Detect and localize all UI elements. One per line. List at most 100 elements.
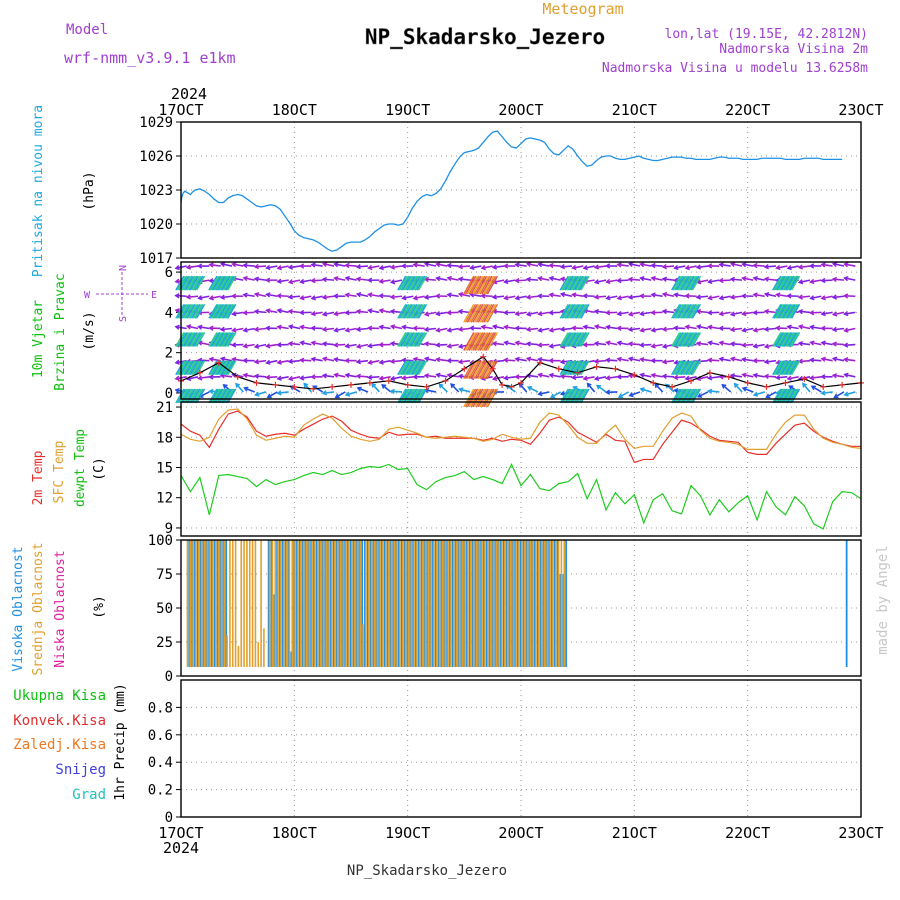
- cloud-mid-bar: [362, 624, 364, 667]
- wind-arrow-head: [616, 325, 622, 331]
- wind-arrow-head: [344, 262, 350, 269]
- wind-arrow-head: [627, 356, 634, 362]
- wind-arrow-head: [628, 392, 634, 398]
- wind-arrow-head: [707, 295, 713, 301]
- wind-arrow-head: [765, 393, 771, 399]
- wind-arrow: [719, 311, 731, 315]
- cloud-unit: (%): [92, 595, 107, 618]
- wind-burst-arrow: [406, 388, 416, 404]
- wind-arrow-head: [401, 375, 407, 381]
- cloud-mid-bar: [418, 540, 421, 667]
- wind-arrow: [368, 343, 380, 348]
- wind-burst-arrow: [687, 360, 697, 376]
- wind-burst-arrow: [464, 332, 477, 351]
- cloud-mid-bar: [322, 540, 325, 667]
- precip-ytick-label: 0.8: [148, 700, 173, 716]
- wind-burst-arrow: [212, 388, 222, 404]
- bottom-year-label: 2024: [163, 839, 199, 857]
- cloud-high-bar: [536, 540, 539, 667]
- wind-arrow: [844, 343, 856, 347]
- wind-arrow-head: [366, 277, 373, 283]
- wind-arrow: [742, 373, 754, 378]
- wind-arrow: [753, 327, 765, 332]
- wind-burst-arrow: [779, 388, 789, 404]
- cloud-mid-bar: [461, 540, 464, 667]
- wind-arrow: [798, 295, 811, 299]
- wind-arrow: [594, 295, 607, 299]
- wind-arrow-head: [752, 327, 758, 333]
- wind-arrow: [345, 343, 357, 348]
- wind-burst-arrow: [675, 388, 686, 404]
- wind-arrow-head: [276, 278, 282, 284]
- wind-arrow: [493, 279, 505, 284]
- wind-arrow-head: [604, 389, 611, 395]
- wind-burst-arrow: [567, 360, 577, 376]
- wind-burst-arrow: [566, 360, 576, 376]
- wind-burst-arrow: [224, 360, 234, 376]
- wind-arrow-head: [740, 293, 747, 299]
- wind-arrow: [538, 373, 550, 378]
- model-name: wrf-nmm_v3.9.1 e1km: [64, 49, 236, 67]
- wind-arrow-head: [355, 308, 361, 315]
- wind-burst-arrow: [691, 360, 702, 376]
- wind-burst-arrow: [474, 388, 486, 408]
- wind-burst-arrow: [570, 332, 581, 347]
- wind-burst-arrow: [464, 275, 477, 295]
- cloud-mid-bar: [546, 540, 549, 667]
- wind-arrow: [492, 310, 505, 314]
- wind-burst-arrow: [221, 332, 231, 347]
- wind-arrow-head: [197, 324, 203, 330]
- cloud-high-bar: [352, 540, 355, 667]
- cloud-mid-bar: [472, 540, 475, 667]
- wind-arrow: [391, 325, 403, 330]
- wind-arrow: [527, 357, 539, 362]
- cloud-high-bar: [508, 540, 511, 667]
- wind-speed-marker: [423, 383, 430, 390]
- wind-burst-arrow: [779, 360, 789, 376]
- cloud-mid-bar: [311, 540, 313, 667]
- wind-arrow-head: [526, 386, 533, 391]
- cloud-mid-bar: [277, 540, 279, 667]
- wind-arrow: [345, 277, 357, 281]
- cloud-mid-bar: [212, 540, 214, 667]
- wind-burst-arrow: [687, 303, 697, 319]
- wind-burst-arrow: [463, 275, 475, 295]
- wind-arrow-head: [310, 374, 316, 380]
- wind-arrow: [742, 358, 754, 362]
- wind-arrow-head: [299, 375, 305, 381]
- wind-burst-arrow: [777, 275, 788, 291]
- wind-arrow: [277, 359, 289, 364]
- wind-arrow: [356, 310, 369, 314]
- wind-arrow-head: [344, 357, 350, 364]
- wind-arrow: [391, 376, 403, 380]
- cloud-high-bar: [366, 540, 369, 667]
- wind-arrow-head: [695, 324, 702, 330]
- temperature-ytick-label: 12: [156, 491, 173, 507]
- wind-burst-arrow: [777, 332, 788, 347]
- pressure-ytick-label: 1017: [139, 251, 173, 267]
- wind-burst-arrow: [189, 360, 199, 376]
- wind-arrow: [640, 263, 652, 267]
- cloud-high-bar: [539, 540, 542, 667]
- wind-arrow-head: [809, 324, 815, 330]
- wind-arrow-head: [389, 358, 395, 365]
- wind-arrow-head: [802, 382, 807, 388]
- wind-arrow-head: [243, 386, 249, 392]
- wind-burst-arrow: [214, 275, 224, 291]
- wind-arrow-head: [185, 324, 192, 330]
- wind-arrow: [696, 342, 709, 346]
- wind-arrow-head: [310, 310, 316, 317]
- wind-burst-arrow: [775, 332, 785, 347]
- wind-burst-arrow: [398, 360, 408, 376]
- wind-arrow-head: [446, 372, 452, 379]
- wind-arrow-head: [231, 261, 237, 268]
- wind-arrow-head: [333, 261, 339, 268]
- wind-arrow-head: [797, 308, 803, 315]
- wind-burst-arrow: [683, 275, 694, 291]
- wind-arrow-head: [741, 262, 747, 268]
- panels: 1017102010231026102902469121518210255075…: [139, 115, 864, 826]
- wind-arrow-head: [797, 264, 804, 270]
- wind-arrow-head: [491, 294, 497, 300]
- wind-arrow-head: [276, 390, 282, 396]
- wind-arrow-head: [242, 327, 248, 333]
